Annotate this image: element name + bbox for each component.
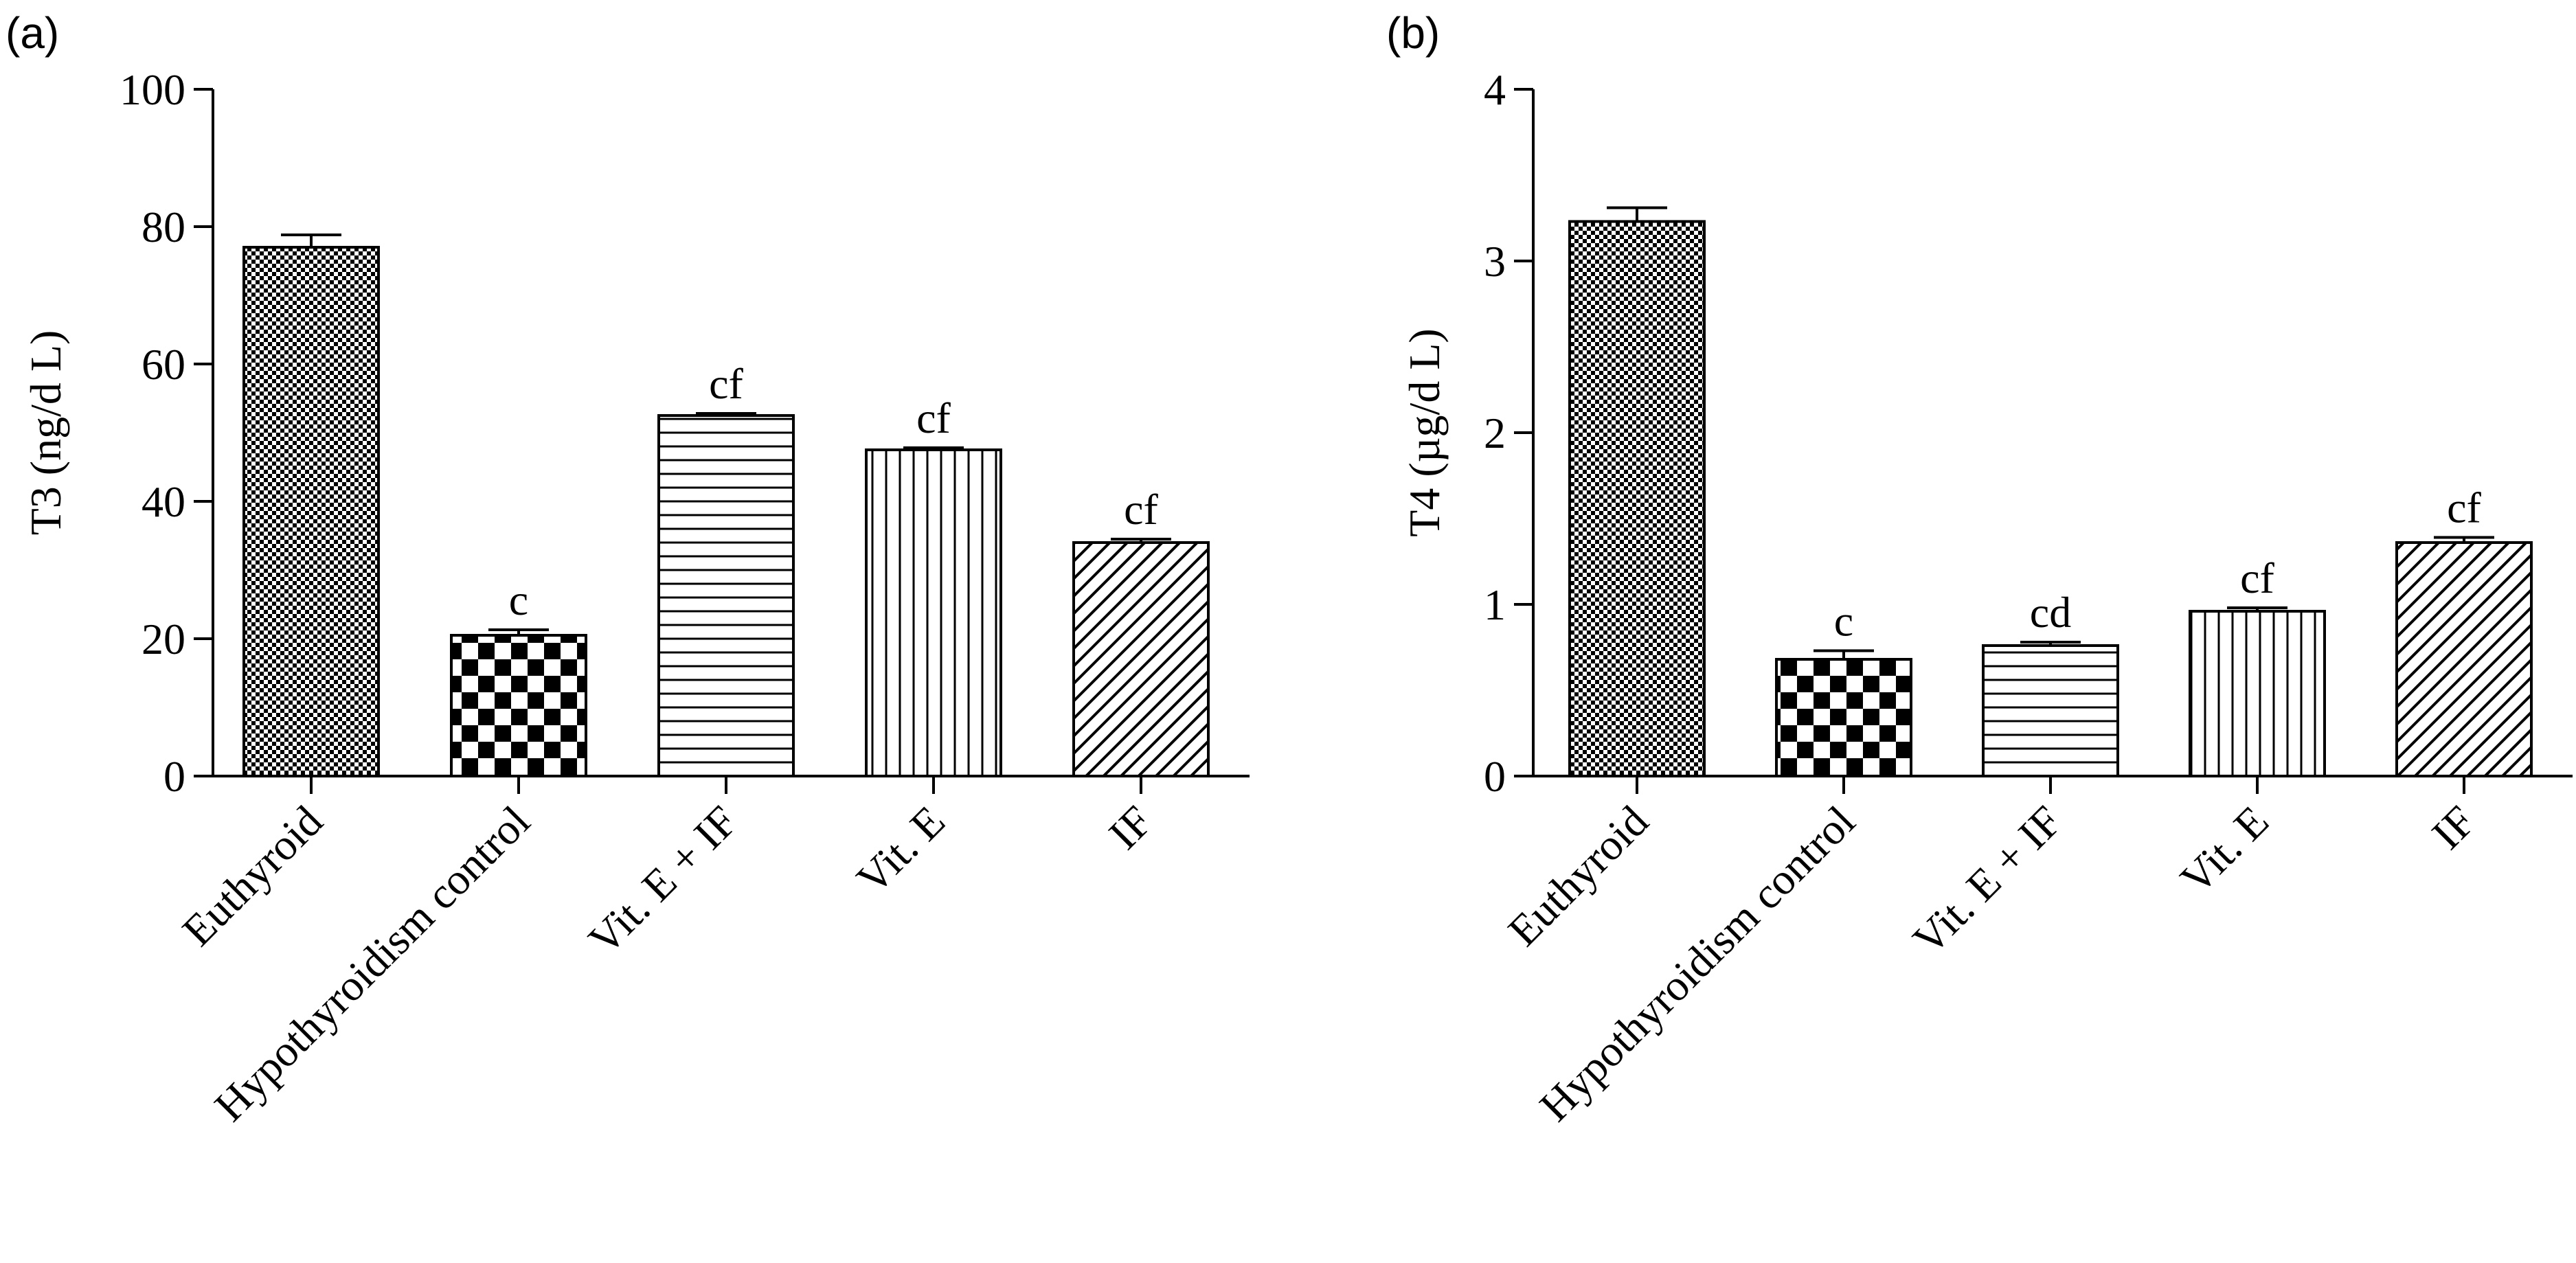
y-axis-title: T4 (µg/d L) (1400, 328, 1449, 536)
data-label: cf (709, 359, 743, 408)
x-tick-label: Vit. E + IF (579, 797, 747, 964)
bar (242, 246, 380, 777)
bar (657, 414, 795, 777)
bar (1568, 220, 1706, 777)
data-label: c (1834, 597, 1853, 646)
data-label: cf (2447, 483, 2481, 532)
y-tick-label: 2 (1484, 409, 1506, 457)
x-tick-label: Euthyroid (173, 797, 332, 955)
bar (1072, 541, 1210, 777)
y-tick-label: 40 (142, 477, 185, 526)
y-tick-label: 0 (163, 752, 185, 801)
x-tick-label: Vit. E (2171, 797, 2278, 904)
data-label: c (509, 576, 528, 624)
x-tick-label: Vit. E (847, 797, 954, 904)
x-tick-label: Euthyroid (1499, 797, 1658, 955)
bar (450, 634, 587, 777)
y-tick-label: 20 (142, 615, 185, 663)
data-label: cf (1124, 485, 1158, 534)
y-axis-title: T3 (ng/d L) (21, 330, 70, 536)
data-label: cf (916, 394, 951, 442)
bar (2189, 610, 2326, 777)
x-tick-label: IF (1099, 797, 1161, 858)
y-tick-label: 4 (1484, 65, 1506, 114)
y-tick-label: 80 (142, 203, 185, 251)
bar (1775, 658, 1912, 777)
y-tick-label: 3 (1484, 237, 1506, 286)
panel-label: (a) (5, 8, 59, 58)
y-tick-label: 1 (1484, 580, 1506, 629)
data-label: cd (2030, 588, 2071, 637)
data-label: cf (2240, 554, 2274, 602)
y-tick-label: 0 (1484, 752, 1506, 801)
bar (865, 448, 1002, 777)
bar (1982, 644, 2119, 777)
panel-label: (b) (1386, 8, 1440, 58)
y-tick-label: 100 (120, 65, 185, 114)
x-tick-label: Vit. E + IF (1903, 797, 2071, 964)
bar (2395, 541, 2533, 777)
x-tick-label: IF (2422, 797, 2484, 858)
y-tick-label: 60 (142, 340, 185, 389)
